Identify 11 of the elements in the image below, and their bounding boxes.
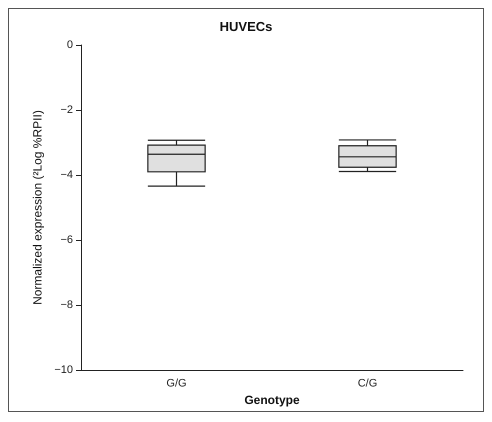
y-tick-label: −2 [60,104,73,116]
x-tick-label: G/G [166,378,187,390]
chart-title: HUVECs [220,19,272,34]
y-tick-label: −10 [54,364,73,376]
y-tick-label: −4 [60,169,73,182]
y-tick-label: −8 [60,299,73,312]
y-tick-label: 0 [66,39,73,51]
x-tick-label: C/G [358,378,378,390]
x-axis-title: Genotype [244,393,300,407]
y-axis-title: Normalized expression (²Log %RPII) [30,110,44,305]
y-tick-label: −6 [60,234,73,246]
